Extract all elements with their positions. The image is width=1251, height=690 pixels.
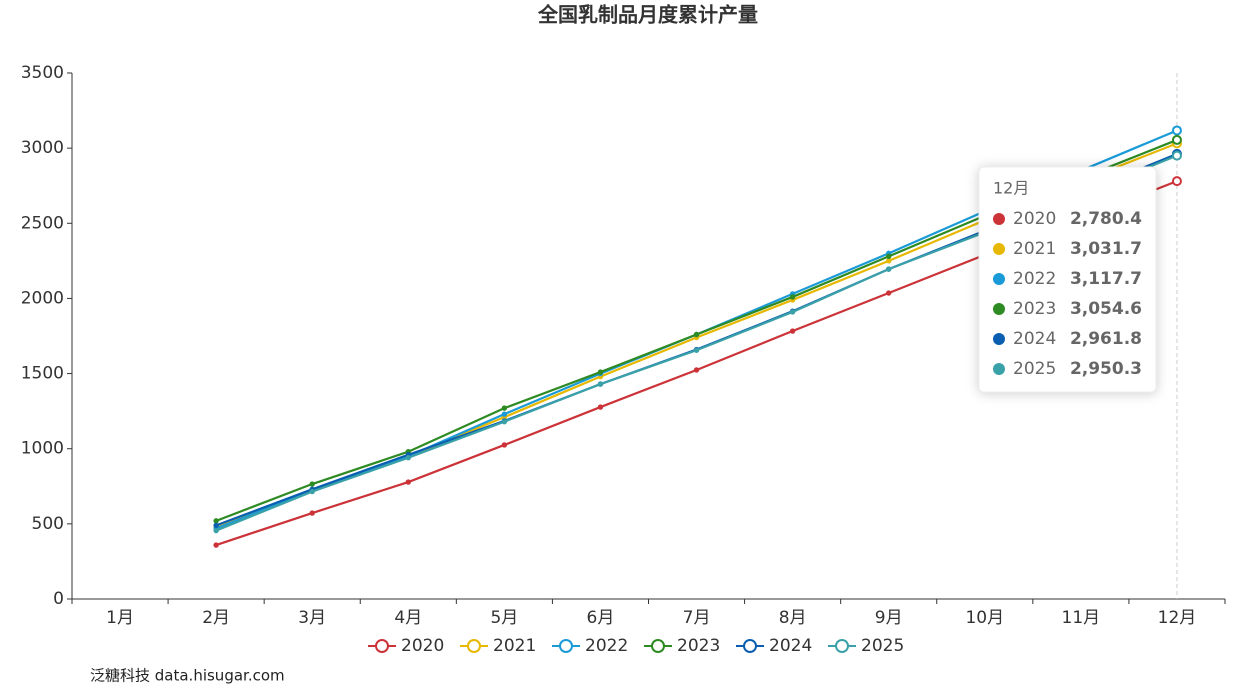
- tooltip-title: 12月: [993, 179, 1029, 198]
- data-point: [789, 309, 796, 315]
- data-point: [886, 258, 892, 264]
- tooltip-value: 2,961.8: [1070, 329, 1142, 349]
- tooltip-value: 2,950.3: [1070, 359, 1142, 379]
- x-tick-label: 7月: [683, 608, 711, 628]
- tooltip-marker: [993, 273, 1005, 285]
- data-point: [501, 405, 508, 411]
- data-point: [886, 253, 892, 260]
- x-tick-label: 10月: [965, 608, 1004, 628]
- x-tick-label: 1月: [106, 608, 134, 628]
- y-tick-label: 3000: [21, 138, 64, 158]
- legend-item[interactable]: 2021: [460, 636, 536, 656]
- y-tick-label: 0: [53, 589, 64, 609]
- chart-title: 全国乳制品月度累计产量: [537, 3, 758, 27]
- data-point: [501, 411, 508, 417]
- tooltip-name: 2023: [1013, 299, 1056, 319]
- y-tick-label: 2500: [21, 213, 64, 233]
- legend-marker: [375, 639, 389, 653]
- tooltip-marker: [993, 303, 1005, 315]
- data-point: [693, 367, 700, 373]
- legend-label: 2021: [493, 636, 536, 656]
- legend-marker: [835, 639, 849, 653]
- x-tick-label: 6月: [587, 608, 615, 628]
- tooltip-value: 2,780.4: [1070, 209, 1142, 229]
- data-point: [405, 455, 411, 461]
- legend-item[interactable]: 2023: [644, 636, 720, 656]
- data-point: [213, 522, 219, 529]
- legend-label: 2024: [769, 636, 812, 656]
- x-tick-label: 11月: [1062, 608, 1101, 628]
- y-tick-label: 1500: [21, 364, 64, 384]
- data-point: [1171, 134, 1182, 145]
- data-point: [1171, 150, 1182, 161]
- data-point: [309, 510, 315, 516]
- data-point: [309, 481, 315, 487]
- tooltip-marker: [993, 243, 1005, 255]
- tooltip: 12月 2020 2,780.4 2021 3,031.7 2022 3,117.7 2023…: [978, 166, 1157, 393]
- legend-label: 2020: [401, 636, 444, 656]
- x-tick-label: 2月: [202, 608, 230, 628]
- legend-item[interactable]: 2024: [736, 636, 812, 656]
- x-tick-label: 5月: [490, 608, 518, 628]
- data-point: [597, 369, 604, 375]
- tooltip-name: 2024: [1013, 329, 1056, 349]
- tooltip-value: 3,117.7: [1070, 269, 1142, 289]
- tooltip-name: 2020: [1013, 209, 1056, 229]
- legend-label: 2023: [677, 636, 720, 656]
- data-point: [213, 527, 219, 534]
- tooltip-name: 2022: [1013, 269, 1056, 289]
- data-point: [693, 347, 700, 353]
- data-point: [789, 328, 796, 334]
- x-tick-label: 12月: [1158, 608, 1197, 628]
- legend-marker: [559, 639, 573, 653]
- legend-marker: [743, 639, 757, 653]
- legend-label: 2025: [861, 636, 904, 656]
- data-point: [886, 290, 892, 296]
- legend-item[interactable]: 2025: [828, 636, 904, 656]
- data-point: [789, 294, 796, 300]
- data-point: [1171, 125, 1182, 136]
- data-point: [501, 442, 508, 448]
- source: 泛糖科技 data.hisugar.com: [90, 667, 285, 685]
- legend-marker: [467, 639, 481, 653]
- legend-label: 2022: [585, 636, 628, 656]
- tooltip-value: 3,054.6: [1070, 299, 1142, 319]
- data-point: [405, 479, 411, 485]
- tooltip-box: [978, 166, 1157, 393]
- data-point: [597, 404, 604, 410]
- data-point: [213, 542, 219, 548]
- legend-item[interactable]: 2020: [368, 636, 444, 656]
- data-point: [1171, 176, 1182, 187]
- y-tick-label: 3500: [21, 63, 64, 83]
- tooltip-name: 2021: [1013, 239, 1056, 259]
- y-tick-label: 2000: [21, 288, 64, 308]
- x-tick-label: 8月: [779, 608, 807, 628]
- data-point: [309, 488, 315, 495]
- y-tick-label: 500: [32, 514, 64, 534]
- tooltip-value: 3,031.7: [1070, 239, 1142, 259]
- data-point: [597, 381, 604, 387]
- data-point: [693, 331, 700, 338]
- data-point: [886, 266, 892, 272]
- data-point: [501, 418, 508, 425]
- y-tick-label: 1000: [21, 439, 64, 459]
- x-tick-label: 4月: [394, 608, 422, 628]
- tooltip-name: 2025: [1013, 359, 1056, 379]
- x-tick-label: 9月: [875, 608, 903, 628]
- tooltip-marker: [993, 363, 1005, 375]
- data-point: [213, 518, 219, 524]
- legend-item[interactable]: 2022: [552, 636, 628, 656]
- tooltip-marker: [993, 333, 1005, 345]
- tooltip-marker: [993, 213, 1005, 225]
- legend-marker: [651, 639, 665, 653]
- x-tick-label: 3月: [298, 608, 326, 628]
